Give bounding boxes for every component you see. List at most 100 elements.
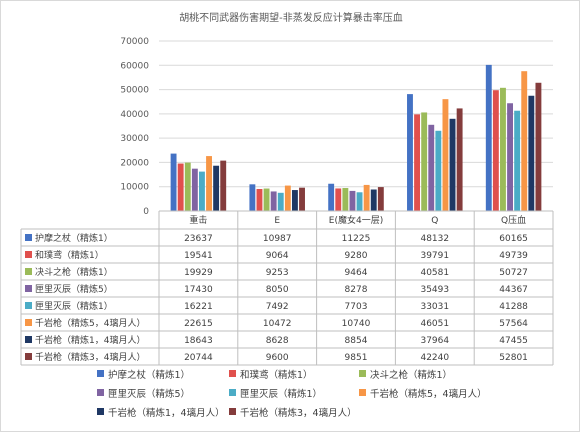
data-cell: 9280 bbox=[345, 251, 368, 261]
bar bbox=[206, 156, 212, 211]
series-key bbox=[25, 268, 32, 275]
legend-key bbox=[229, 408, 236, 415]
y-axis: 0 10000 20000 30000 40000 50000 60000 70000 bbox=[120, 37, 149, 217]
data-cell: 19929 bbox=[184, 268, 213, 278]
data-cell: 44367 bbox=[499, 285, 528, 295]
legend-key bbox=[359, 389, 366, 396]
bar bbox=[199, 171, 205, 211]
bar bbox=[220, 160, 227, 211]
data-cell: 9851 bbox=[345, 353, 368, 363]
series-key bbox=[25, 251, 32, 258]
legend-label: 千岩枪（精炼1，4璃月人） bbox=[108, 407, 225, 419]
bar bbox=[414, 114, 421, 211]
bar bbox=[342, 188, 349, 211]
data-cell: 7492 bbox=[266, 302, 289, 312]
bar bbox=[528, 95, 535, 211]
bar bbox=[507, 103, 513, 211]
bar bbox=[435, 130, 442, 211]
data-cell: 22615 bbox=[184, 319, 213, 329]
data-cell: 49739 bbox=[499, 251, 528, 261]
bar bbox=[349, 190, 356, 211]
data-cell: 35493 bbox=[420, 285, 449, 295]
data-cell: 46051 bbox=[420, 319, 449, 329]
legend-key bbox=[359, 370, 366, 377]
data-cell: 11225 bbox=[342, 234, 371, 244]
data-cell: 41288 bbox=[499, 302, 528, 312]
category-label: E(魔女4一层) bbox=[329, 214, 383, 226]
series-key bbox=[25, 353, 32, 360]
data-cell: 10987 bbox=[263, 234, 292, 244]
bars bbox=[170, 64, 542, 212]
y-tick-label: 40000 bbox=[120, 110, 149, 120]
bar bbox=[284, 185, 291, 211]
data-cell: 8050 bbox=[266, 285, 289, 295]
data-cell: 37964 bbox=[420, 336, 449, 346]
category-label: Q bbox=[431, 216, 438, 226]
data-cell: 7703 bbox=[345, 302, 368, 312]
legend-label: 护摩之杖（精炼1） bbox=[108, 369, 190, 381]
data-cell: 47455 bbox=[499, 336, 528, 346]
data-cell: 60165 bbox=[499, 234, 528, 244]
bar bbox=[521, 71, 528, 211]
legend-key bbox=[97, 389, 104, 396]
bar bbox=[170, 153, 177, 211]
bar bbox=[356, 192, 363, 211]
legend-label: 决斗之枪（精炼1） bbox=[370, 369, 452, 381]
series-name: 匣里灭辰（精炼1） bbox=[35, 300, 113, 312]
y-tick-label: 30000 bbox=[120, 134, 149, 144]
series-name: 千岩枪（精炼1，4璃月人） bbox=[35, 334, 145, 346]
series-name: 千岩枪（精炼3，4璃月人） bbox=[35, 351, 145, 363]
data-cell: 23637 bbox=[184, 234, 213, 244]
bar bbox=[270, 191, 277, 211]
y-tick-label: 60000 bbox=[120, 61, 149, 71]
bar bbox=[514, 110, 521, 211]
data-cell: 33031 bbox=[420, 302, 449, 312]
bar bbox=[249, 184, 256, 211]
bar bbox=[263, 188, 270, 211]
bar bbox=[500, 87, 506, 211]
data-cell: 20744 bbox=[184, 353, 213, 363]
bar bbox=[421, 112, 428, 211]
bar bbox=[370, 189, 377, 211]
bar bbox=[407, 94, 413, 211]
series-name: 和璞鸢（精炼1） bbox=[35, 249, 104, 261]
series-key bbox=[25, 234, 32, 241]
bar bbox=[291, 190, 298, 211]
series-key bbox=[25, 285, 32, 292]
legend-label: 匣里灭辰（精炼1） bbox=[240, 388, 322, 400]
legend-key bbox=[97, 370, 104, 377]
data-cell: 8278 bbox=[345, 285, 368, 295]
bar bbox=[277, 192, 284, 211]
legend-label: 千岩枪（精炼3，4璃月人） bbox=[240, 407, 357, 419]
data-cell: 19541 bbox=[184, 251, 213, 261]
data-cell: 42240 bbox=[420, 353, 449, 363]
data-cell: 40581 bbox=[420, 268, 449, 278]
bar bbox=[363, 184, 370, 211]
bar bbox=[177, 163, 184, 211]
bar bbox=[442, 99, 449, 211]
y-tick-label: 10000 bbox=[120, 183, 149, 193]
series-key bbox=[25, 319, 32, 326]
bar bbox=[492, 90, 499, 211]
y-tick-label: 20000 bbox=[120, 158, 149, 168]
data-cell: 16221 bbox=[184, 302, 213, 312]
y-tick-label: 0 bbox=[143, 207, 149, 217]
series-name: 匣里灭辰（精炼5） bbox=[35, 283, 113, 295]
legend-label: 和璞鸢（精炼1） bbox=[240, 369, 313, 381]
series-key bbox=[25, 336, 32, 343]
data-cell: 50727 bbox=[499, 268, 528, 278]
bar bbox=[191, 168, 198, 211]
data-cell: 9464 bbox=[345, 268, 368, 278]
data-cell: 57564 bbox=[499, 319, 528, 329]
data-cell: 8854 bbox=[345, 336, 368, 346]
legend-key bbox=[229, 389, 236, 396]
series-name: 决斗之枪（精炼1） bbox=[35, 266, 113, 278]
bar bbox=[335, 188, 342, 211]
bar bbox=[256, 188, 263, 211]
bar bbox=[428, 124, 435, 211]
legend-label: 千岩枪（精炼5，4璃月人） bbox=[370, 388, 487, 400]
series-name: 护摩之杖（精炼1） bbox=[35, 232, 113, 244]
category-label: 重击 bbox=[189, 214, 207, 226]
